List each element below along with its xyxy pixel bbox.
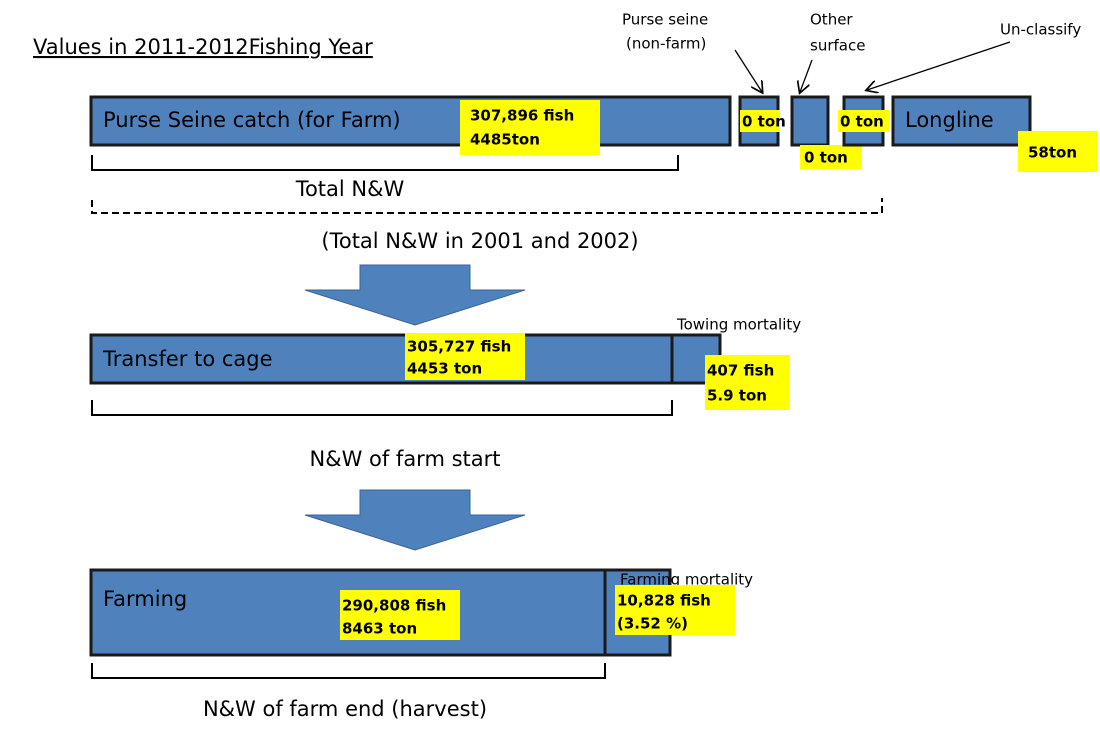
highlight [1018,131,1098,172]
caption: surface [810,37,865,55]
bracket-label: N&W of farm start [309,447,500,471]
bracket-label: (Total N&W in 2001 and 2002) [321,229,638,253]
box-label: Transfer to cage [102,347,273,371]
caption: Un-classify [1000,21,1081,39]
arrow [734,49,762,92]
value: 5.9 ton [707,387,767,405]
longline-box [891,95,1032,147]
title: Values in 2011-2012Fishing Year [33,35,373,59]
purse-seine-box [89,95,732,147]
highlight [705,355,790,410]
bracket-label: N&W of farm end (harvest) [203,697,487,721]
other-surface-box [790,95,830,147]
bracket-label: Total N&W [295,177,405,201]
down-arrow [304,264,526,326]
transfer-box [89,333,674,385]
highlight [800,145,862,169]
box-label: Longline [905,108,994,132]
caption: Other [810,11,853,29]
value: 290,808 fish [342,597,446,615]
caption: Towing mortality [676,316,801,334]
value: 8463 ton [342,620,417,638]
arrow [867,41,1011,90]
value: 305,727 fish [407,338,511,356]
bracket [91,155,679,171]
caption: Purse seine [622,11,708,29]
value: 10,828 fish [617,592,711,610]
value: 0 ton [742,113,786,131]
box-label: Purse Seine catch (for Farm) [103,108,401,132]
value: 4453 ton [407,360,482,378]
value: 4485ton [470,131,540,149]
highlight [838,110,890,132]
bracket [91,400,673,416]
highlight [740,110,780,132]
bracket [91,663,606,679]
value: 0 ton [804,149,848,167]
box-label: Farming [103,587,187,611]
highlight [615,585,735,635]
caption: (non-farm) [626,35,706,53]
dashed-bracket [91,198,883,214]
value: 307,896 fish [470,107,574,125]
highlight [405,333,525,380]
down-arrow [304,489,526,551]
value: (3.52 %) [617,615,688,633]
value: 58ton [1028,144,1077,162]
arrow [800,59,813,92]
value: 0 ton [840,113,884,131]
highlight [340,590,460,640]
caption: Farming mortality [620,571,753,589]
highlight [460,100,600,155]
value: 407 fish [707,362,774,380]
